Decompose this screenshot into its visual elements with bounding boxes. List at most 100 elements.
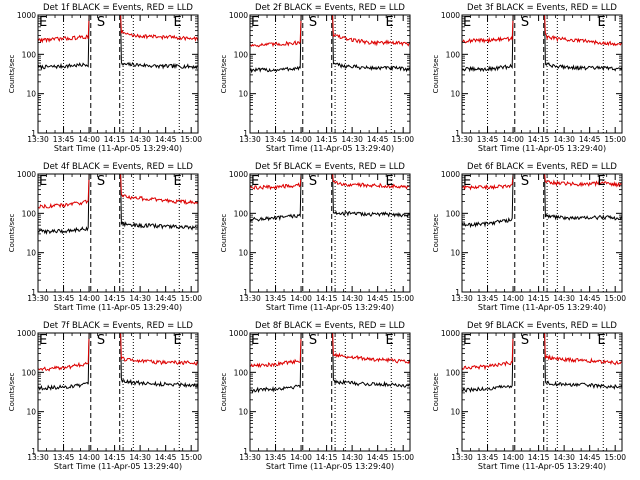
series-line-lld [461,332,515,371]
chart-panel-8: Det 8f BLACK = Events, RED = LLD Counts/s… [220,321,414,471]
plot-frame [461,173,623,293]
y-tick-label: 10 [26,249,36,258]
marker-label: E [385,15,393,30]
series-line-lld [543,173,623,188]
y-tick-label: 100 [446,368,461,377]
y-axis-label: Counts/sec [220,55,228,94]
chart-panel-9: Det 9f BLACK = Events, RED = LLD Counts/s… [432,321,626,471]
series-line-events [543,14,623,72]
y-axis-label: Counts/sec [8,214,16,253]
x-axis-label: Start Time (11-Apr-05 13:29:40) [266,303,394,312]
marker-label: E [251,174,259,189]
y-tick-label: 10 [26,90,36,99]
x-tick-label: 13:30 [239,453,261,462]
series-line-lld [249,14,303,48]
x-tick-label: 13:45 [477,294,499,303]
y-tick-label: 1 [455,288,460,297]
x-tick-label: 14:15 [528,294,550,303]
x-tick-label: 13:45 [265,453,287,462]
marker-label: E [597,333,605,348]
marker-label: E [39,15,47,30]
x-tick-label: 14:00 [290,453,312,462]
chart-title: Det 1f BLACK = Events, RED = LLD [43,3,193,13]
y-tick-label: 100 [446,209,461,218]
y-axis-label: Counts/sec [432,373,440,412]
x-tick-label: 14:15 [104,453,126,462]
marker-label: S [97,174,105,189]
marker-label: E [385,174,393,189]
x-tick-label: 14:00 [290,135,312,144]
x-tick-label: 14:30 [341,135,363,144]
x-tick-label: 13:30 [27,135,49,144]
x-tick-label: 15:00 [180,294,202,303]
chart-panel-4: Det 4f BLACK = Events, RED = LLD Counts/s… [8,162,202,312]
x-tick-label: 14:30 [129,453,151,462]
chart-title: Det 8f BLACK = Events, RED = LLD [255,321,405,331]
y-tick-label: 1 [31,129,36,138]
series-line-lld [461,173,515,191]
series-line-events [37,173,91,235]
y-tick-label: 1000 [229,170,248,179]
chart-title: Det 4f BLACK = Events, RED = LLD [43,162,193,172]
x-tick-label: 14:45 [367,453,389,462]
x-tick-label: 14:45 [155,135,177,144]
x-tick-label: 14:00 [78,294,100,303]
chart-panel-5: Det 5f BLACK = Events, RED = LLD Counts/s… [220,162,414,312]
marker-label: S [309,15,317,30]
y-axis-label: Counts/sec [8,55,16,94]
y-tick-label: 1 [243,447,248,456]
series-line-events [543,332,623,390]
marker-label: S [521,333,529,348]
y-axis-label: Counts/sec [432,55,440,94]
x-tick-label: 14:15 [316,135,338,144]
plot-frame [461,14,623,134]
x-tick-label: 14:30 [553,135,575,144]
marker-label: E [597,174,605,189]
y-tick-label: 1000 [17,170,36,179]
series-line-lld [119,14,199,42]
x-axis-label: Start Time (11-Apr-05 13:29:40) [478,462,606,471]
chart-title: Det 3f BLACK = Events, RED = LLD [467,3,617,13]
x-tick-label: 14:30 [341,453,363,462]
chart-title: Det 9f BLACK = Events, RED = LLD [467,321,617,331]
x-axis-label: Start Time (11-Apr-05 13:29:40) [266,462,394,471]
chart-panel-7: Det 7f BLACK = Events, RED = LLD Counts/s… [8,321,202,471]
series-line-events [37,332,91,391]
x-tick-label: 13:45 [477,135,499,144]
y-tick-label: 100 [234,209,249,218]
x-tick-label: 15:00 [604,453,626,462]
y-axis-label: Counts/sec [8,373,16,412]
x-tick-label: 14:15 [104,294,126,303]
x-tick-label: 13:45 [53,135,75,144]
chart-panel-2: Det 2f BLACK = Events, RED = LLD Counts/s… [220,3,414,153]
series-line-lld [249,332,303,368]
x-tick-label: 14:15 [104,135,126,144]
marker-label: S [97,333,105,348]
y-tick-label: 10 [238,90,248,99]
y-tick-label: 100 [234,368,249,377]
series-line-lld [119,173,199,205]
series-line-events [119,14,199,70]
x-tick-label: 15:00 [392,453,414,462]
y-tick-label: 10 [450,408,460,417]
marker-label: S [309,333,317,348]
x-tick-label: 13:30 [451,135,473,144]
series-line-lld [543,332,623,366]
x-tick-label: 14:45 [579,135,601,144]
x-tick-label: 14:45 [155,294,177,303]
series-line-events [249,173,303,222]
y-tick-label: 100 [22,368,37,377]
series-line-lld [331,332,411,365]
series-line-events [119,332,199,389]
marker-label: S [309,174,317,189]
x-tick-label: 14:30 [129,294,151,303]
y-tick-label: 1 [31,447,36,456]
plot-frame [249,14,411,134]
marker-label: E [39,333,47,348]
x-axis-label: Start Time (11-Apr-05 13:29:40) [54,462,182,471]
y-tick-label: 100 [234,50,249,59]
x-tick-label: 14:45 [155,453,177,462]
x-tick-label: 14:45 [579,294,601,303]
x-axis-label: Start Time (11-Apr-05 13:29:40) [478,303,606,312]
x-tick-label: 14:00 [290,294,312,303]
